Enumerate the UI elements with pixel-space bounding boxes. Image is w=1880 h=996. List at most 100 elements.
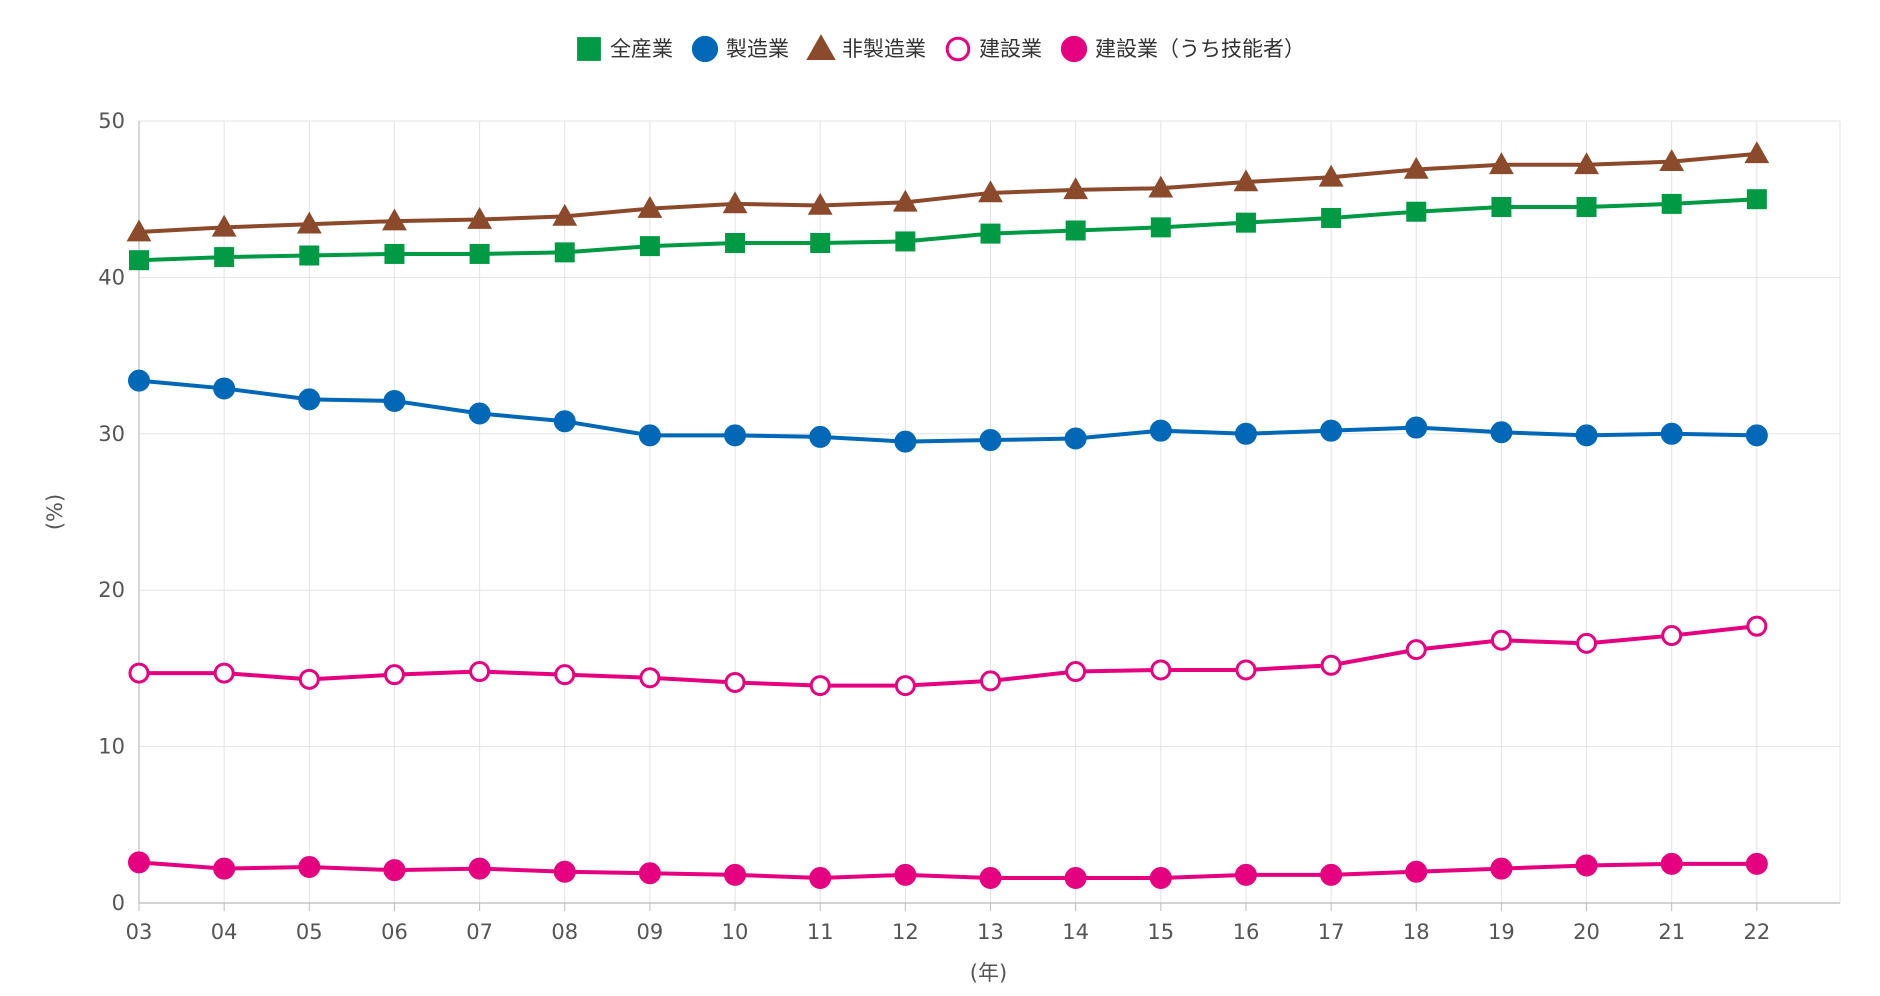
x-tick-label: 08: [551, 920, 578, 944]
legend-label: 製造業: [726, 37, 789, 61]
x-tick-label: 10: [722, 920, 749, 944]
x-tick-label: 14: [1062, 920, 1089, 944]
data-point: [1491, 197, 1512, 218]
y-tick-label: 50: [98, 109, 125, 133]
data-point: [638, 862, 661, 885]
data-point: [1235, 212, 1256, 233]
data-point: [1320, 654, 1342, 676]
data-point: [1065, 661, 1087, 683]
data-point: [213, 662, 235, 684]
data-point: [383, 664, 405, 686]
x-tick-label: 19: [1488, 920, 1515, 944]
data-point: [1150, 659, 1172, 681]
legend-swatch: [577, 37, 601, 61]
legend-item[interactable]: 製造業: [691, 35, 789, 63]
series-line: [137, 197, 1759, 263]
data-point: [639, 236, 660, 257]
y-tick-label: 30: [98, 422, 125, 446]
data-point: [214, 247, 235, 268]
data-point: [1405, 416, 1428, 439]
data-point: [1490, 421, 1513, 444]
data-point: [894, 863, 917, 886]
data-point: [467, 206, 493, 229]
x-tick-label: 05: [296, 920, 323, 944]
data-point: [298, 856, 321, 879]
data-point: [1745, 424, 1768, 447]
data-point: [1575, 854, 1598, 877]
data-point: [128, 662, 150, 684]
series-3: [128, 615, 1768, 697]
data-point: [1234, 863, 1257, 886]
data-point: [980, 670, 1001, 692]
data-point: [894, 430, 917, 453]
data-point: [1490, 857, 1513, 880]
data-point: [1320, 419, 1343, 442]
data-point: [1575, 424, 1598, 447]
x-tick-label: 03: [126, 920, 153, 944]
y-tick-label: 0: [112, 891, 125, 915]
x-tick-label: 04: [211, 920, 238, 944]
legend-item[interactable]: 建設業（うち技能者）: [1060, 35, 1305, 63]
data-point: [1661, 193, 1682, 214]
data-point: [1406, 201, 1427, 222]
data-point: [978, 180, 1003, 203]
data-point: [1576, 632, 1598, 654]
data-point: [1403, 156, 1429, 179]
x-tick-label: 11: [807, 920, 834, 944]
series-0: [129, 189, 1767, 271]
x-tick-label: 21: [1658, 920, 1685, 944]
legend-label: 建設業: [979, 37, 1042, 61]
series-2: [126, 141, 1770, 242]
data-point: [1234, 422, 1257, 445]
data-point: [1321, 207, 1342, 228]
legend-item[interactable]: 全産業: [577, 37, 673, 61]
data-point: [1235, 659, 1257, 681]
data-point: [810, 232, 831, 253]
data-point: [468, 857, 491, 880]
legend-item[interactable]: 建設業: [945, 36, 1042, 62]
data-point: [1064, 427, 1087, 450]
data-point: [468, 402, 491, 425]
data-point: [1149, 419, 1172, 442]
legend: 全産業 製造業 非製造業 建設業 建設業（うち技能者）: [577, 34, 1305, 63]
legend-swatch: [1060, 35, 1088, 63]
data-point: [1490, 629, 1512, 651]
series-line: [137, 378, 1759, 444]
y-tick-label: 20: [98, 578, 125, 602]
data-point: [553, 410, 576, 433]
data-point: [1150, 217, 1171, 238]
legend-swatch: [691, 35, 719, 63]
data-point: [1405, 860, 1428, 883]
data-point: [637, 196, 663, 218]
data-point: [724, 863, 747, 886]
legend-item[interactable]: 非製造業: [806, 34, 926, 61]
data-point: [1063, 177, 1089, 200]
data-point: [809, 425, 832, 448]
data-point: [1660, 852, 1683, 875]
data-point: [129, 250, 149, 271]
data-point: [211, 214, 237, 237]
x-axis-title: (年): [970, 961, 1007, 985]
data-point: [1659, 149, 1685, 171]
data-point: [554, 242, 575, 263]
data-point: [980, 223, 1001, 244]
data-point: [383, 389, 406, 412]
data-point: [383, 859, 406, 882]
data-point: [1405, 639, 1427, 661]
series-line: [137, 151, 1759, 235]
data-point: [1320, 863, 1343, 886]
x-tick-label: 13: [977, 920, 1004, 944]
data-point: [299, 245, 320, 266]
data-point: [639, 667, 661, 689]
data-point: [126, 219, 152, 242]
data-point: [554, 664, 576, 686]
data-point: [979, 429, 1002, 452]
data-point: [807, 192, 833, 215]
data-point: [552, 203, 578, 226]
data-point: [724, 671, 746, 693]
x-tick-label: 18: [1403, 920, 1430, 944]
data-point: [1746, 615, 1768, 637]
data-point: [469, 243, 490, 264]
data-point: [128, 369, 150, 392]
legend-label: 非製造業: [842, 37, 926, 61]
